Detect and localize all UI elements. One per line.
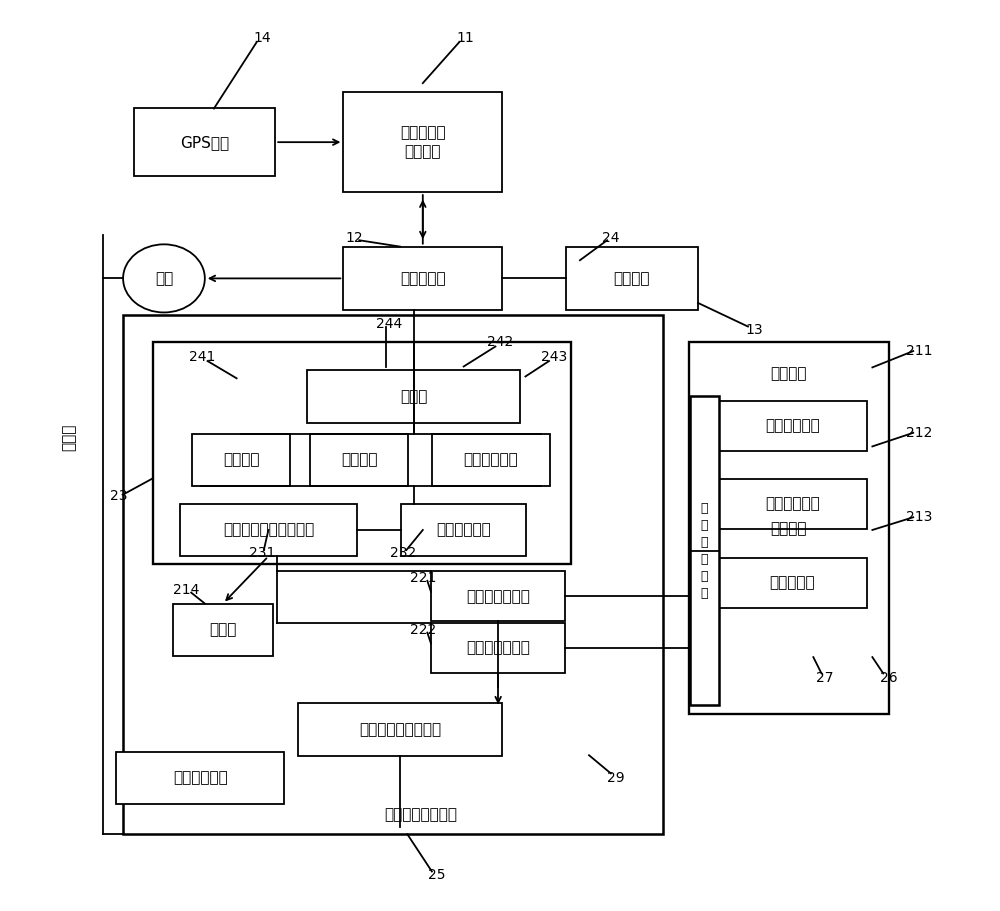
Text: 26: 26 <box>880 671 898 685</box>
Bar <box>307 370 520 423</box>
Text: 221: 221 <box>410 571 436 585</box>
Text: 11: 11 <box>457 31 474 45</box>
Text: 212: 212 <box>906 425 933 440</box>
Bar <box>431 571 565 621</box>
Text: 244: 244 <box>376 317 402 331</box>
Text: 24: 24 <box>602 230 620 244</box>
Bar <box>718 558 867 608</box>
Text: 241: 241 <box>189 351 215 364</box>
Ellipse shape <box>123 244 205 312</box>
Bar <box>432 434 550 486</box>
Text: 探
头
活
动
支
架: 探 头 活 动 支 架 <box>701 502 708 599</box>
Bar <box>153 342 571 565</box>
Text: 222: 222 <box>410 623 436 637</box>
Text: 14: 14 <box>253 31 271 45</box>
Text: 超短基线系统应答器: 超短基线系统应答器 <box>359 722 441 737</box>
Text: 29: 29 <box>607 771 625 785</box>
Bar <box>566 247 698 310</box>
Text: 控制单元: 控制单元 <box>341 453 377 467</box>
Text: 水密探头: 水密探头 <box>771 521 807 536</box>
Text: 仪器仓固定架: 仪器仓固定架 <box>173 771 228 785</box>
Bar <box>173 604 273 656</box>
Text: GPS系统: GPS系统 <box>180 135 229 149</box>
Text: 水下探测装置主体: 水下探测装置主体 <box>384 807 457 822</box>
Bar <box>431 623 565 673</box>
Bar <box>401 504 526 557</box>
Text: 数据存储单元: 数据存储单元 <box>436 523 491 537</box>
Bar <box>718 401 867 451</box>
Text: 214: 214 <box>173 583 200 597</box>
Text: 甲板电源: 甲板电源 <box>613 271 650 286</box>
Bar <box>123 314 663 834</box>
Text: 12: 12 <box>346 230 363 244</box>
Text: 数据采集单元二: 数据采集单元二 <box>466 640 530 656</box>
Bar <box>310 434 408 486</box>
Text: 水面计算机
操作系统: 水面计算机 操作系统 <box>400 125 446 159</box>
Text: 板卡供电单元: 板卡供电单元 <box>464 453 518 467</box>
Text: 213: 213 <box>906 510 933 524</box>
Text: 数据采集单元一: 数据采集单元一 <box>466 589 530 604</box>
Bar <box>192 434 290 486</box>
Text: 电子仓: 电子仓 <box>400 389 427 404</box>
Text: 绞车: 绞车 <box>155 271 173 286</box>
Text: 231: 231 <box>249 546 275 559</box>
Bar <box>343 247 502 310</box>
Text: 混合通讯机: 混合通讯机 <box>400 271 446 286</box>
Bar <box>180 504 357 557</box>
Text: 242: 242 <box>487 335 513 349</box>
Text: 三分量天线一: 三分量天线一 <box>765 418 820 433</box>
Text: 23: 23 <box>110 489 127 504</box>
Bar <box>134 108 275 176</box>
Bar <box>343 92 502 192</box>
Text: 243: 243 <box>541 351 568 364</box>
Text: 水密探头: 水密探头 <box>771 366 807 382</box>
Text: 脐带缆: 脐带缆 <box>61 424 76 451</box>
Text: 通讯单元: 通讯单元 <box>223 453 259 467</box>
Text: 27: 27 <box>816 671 834 685</box>
Text: 高度计: 高度计 <box>209 622 237 638</box>
Bar <box>116 752 284 804</box>
Text: 倾角传感器: 倾角传感器 <box>770 575 815 590</box>
Bar <box>689 342 889 714</box>
Bar <box>690 396 719 705</box>
Text: 211: 211 <box>906 344 933 358</box>
Bar <box>298 703 502 756</box>
Bar <box>718 478 867 528</box>
Text: 25: 25 <box>428 868 445 882</box>
Text: 13: 13 <box>745 323 763 337</box>
Text: 三分量天线二: 三分量天线二 <box>765 496 820 511</box>
Text: 232: 232 <box>390 546 416 559</box>
Text: 管线仪电磁主板控制器: 管线仪电磁主板控制器 <box>223 523 314 537</box>
